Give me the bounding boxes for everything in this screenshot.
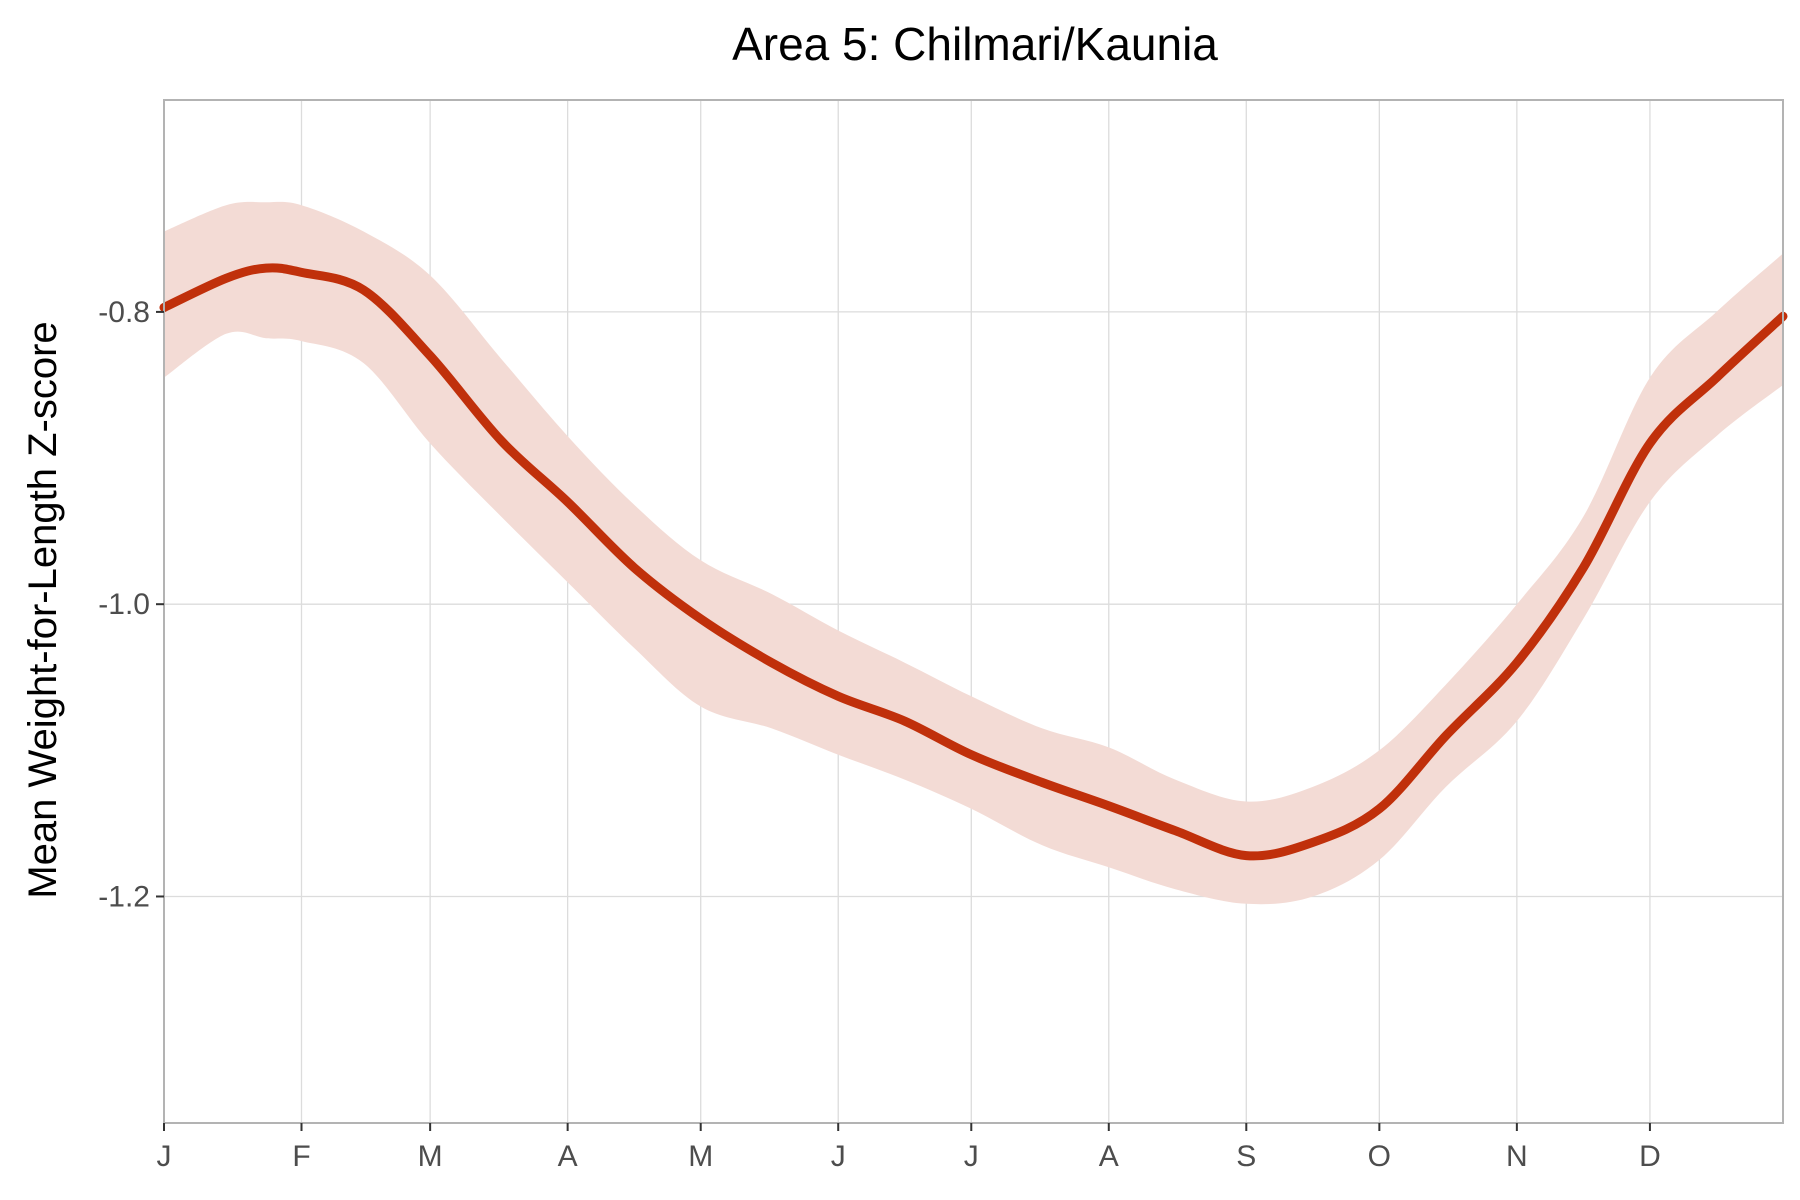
x-tick-label: M: [418, 1140, 443, 1173]
x-tick-label: S: [1236, 1140, 1256, 1173]
x-tick-label: D: [1639, 1140, 1661, 1173]
x-tick-label: J: [831, 1140, 846, 1173]
confidence-band-area: [164, 201, 1783, 905]
x-tick-label: N: [1506, 1140, 1528, 1173]
x-tick-label: A: [558, 1140, 578, 1173]
plot-panel-border: [163, 99, 1784, 1124]
x-tick-label: O: [1368, 1140, 1391, 1173]
x-tick-label: J: [157, 1140, 172, 1173]
y-axis-label: Mean Weight-for-Length Z-score: [21, 321, 65, 898]
x-tick-label: M: [688, 1140, 713, 1173]
y-tick-label: -1.0: [98, 588, 150, 621]
x-tick-label: A: [1099, 1140, 1119, 1173]
y-tick-label: -1.2: [98, 880, 150, 913]
y-axis-ticks: -0.8 -1.0 -1.2: [98, 296, 164, 913]
x-tick-label: J: [964, 1140, 979, 1173]
series-line-group: [159, 263, 1788, 861]
chart-title: Area 5: Chilmari/Kaunia: [732, 18, 1218, 70]
series-line: [159, 263, 1788, 861]
confidence-band: [164, 201, 1783, 905]
x-tick-label: F: [292, 1140, 310, 1173]
y-tick-label: -0.8: [98, 296, 150, 329]
